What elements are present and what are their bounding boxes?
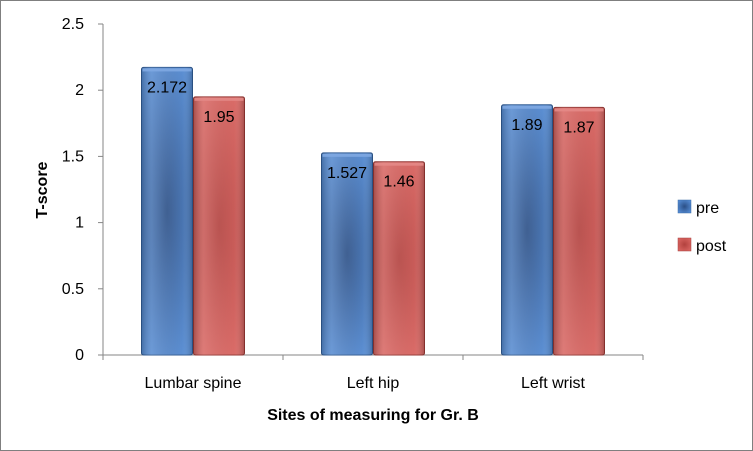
data-label-post: 1.95: [203, 109, 234, 126]
legend-swatch-post: [677, 237, 692, 252]
bar-top-cap: [322, 153, 372, 157]
bar-top-cap: [142, 68, 192, 72]
legend-swatch-pre: [677, 199, 692, 214]
legend-label-post: post: [696, 238, 727, 255]
y-tick-label: 2.5: [62, 16, 84, 33]
data-label-pre: 1.89: [511, 117, 542, 134]
bar-post: [193, 96, 245, 356]
y-tick-label: 0.5: [62, 281, 84, 298]
y-tick-label: 2: [75, 82, 84, 99]
bar-top-cap: [502, 105, 552, 109]
x-tick-label: Left wrist: [521, 375, 586, 392]
y-tick-label: 1.5: [62, 148, 84, 165]
bar-pre: [141, 66, 193, 356]
x-axis-title: Sites of measuring for Gr. B: [267, 407, 479, 424]
y-tick-label: 0: [75, 347, 84, 364]
bar-top-cap: [194, 97, 244, 101]
x-tick-label: Lumbar spine: [145, 375, 242, 392]
bar-pre: [501, 104, 553, 356]
legend: pre post: [677, 199, 727, 255]
data-label-pre: 1.527: [327, 165, 367, 182]
bar-shading: [321, 152, 373, 355]
data-label-post: 1.87: [563, 119, 594, 136]
legend-label-pre: pre: [696, 200, 719, 217]
bar-pre: [321, 152, 373, 356]
bar-shading: [501, 104, 553, 355]
y-tick-label: 1: [75, 215, 84, 232]
bar-top-cap: [554, 108, 604, 112]
bar-shading: [373, 161, 425, 355]
bar-shading: [193, 96, 245, 355]
bar-top-cap: [374, 162, 424, 166]
bar-shading: [141, 67, 193, 356]
x-tick-label: Left hip: [347, 375, 400, 392]
y-axis-title: T-score: [34, 161, 51, 218]
bar-post: [373, 161, 425, 356]
data-label-post: 1.46: [383, 174, 414, 191]
bar-shading: [553, 107, 605, 355]
data-label-pre: 2.172: [147, 79, 187, 96]
bar-post: [553, 106, 605, 356]
